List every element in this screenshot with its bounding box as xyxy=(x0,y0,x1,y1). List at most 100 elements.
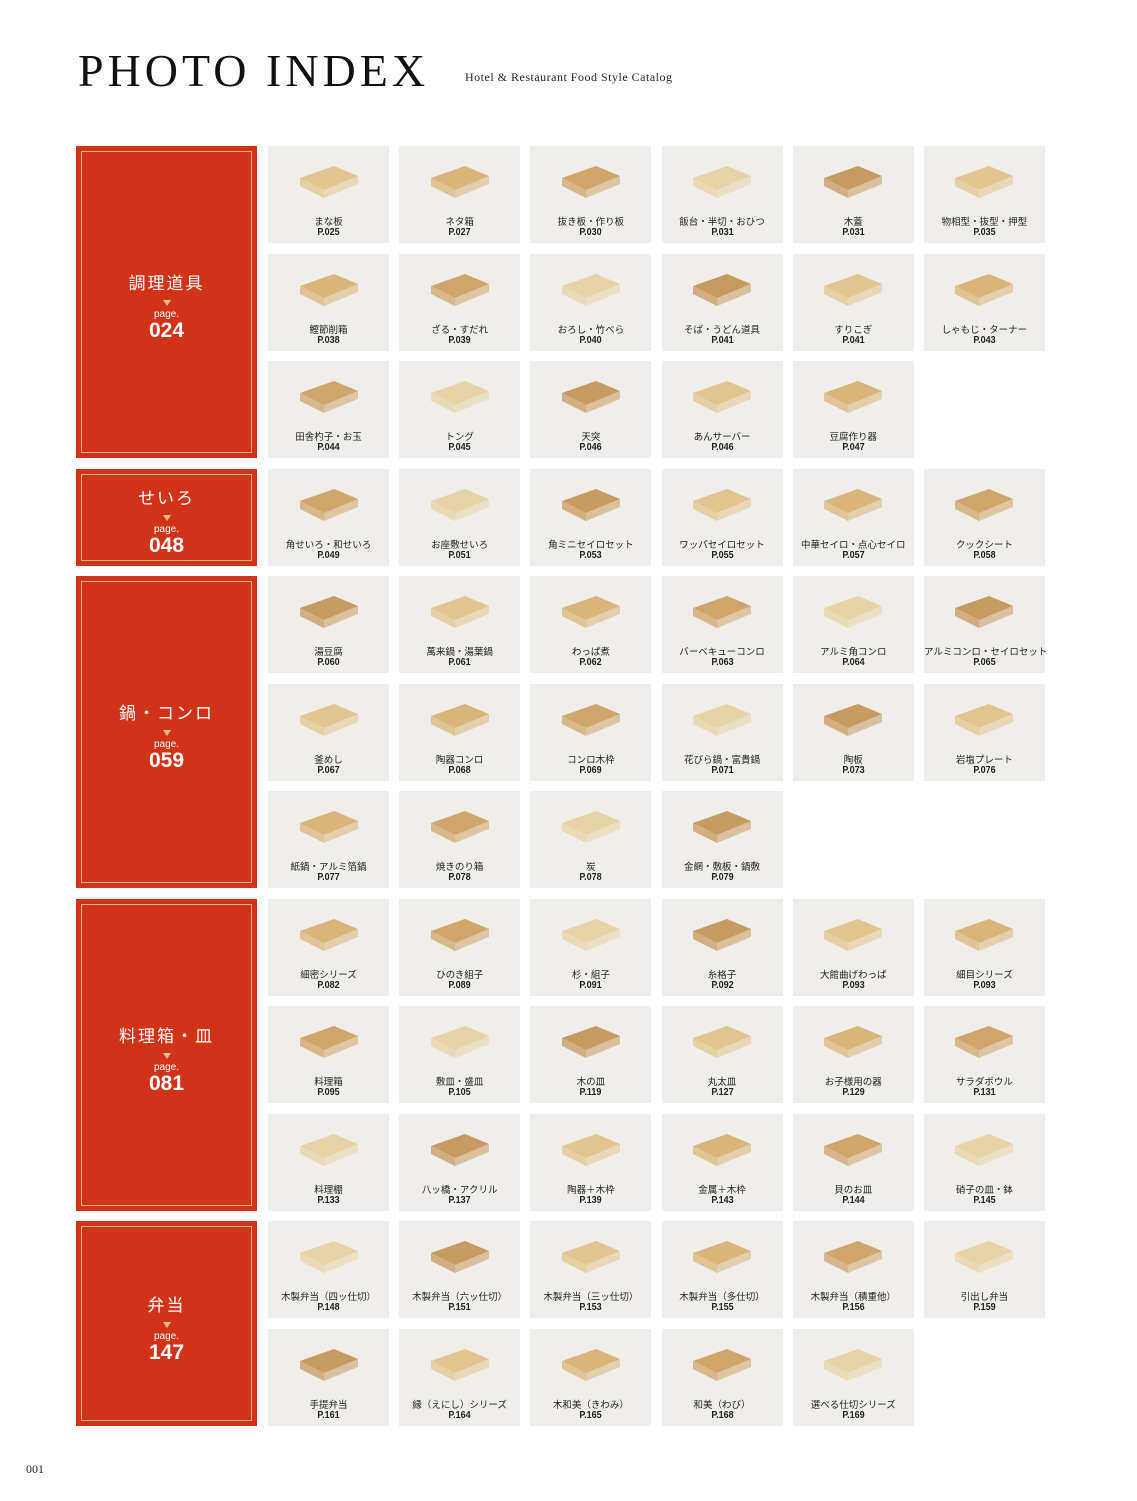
product-tile[interactable]: 物相型・抜型・押型 P.035 xyxy=(923,146,1045,243)
product-tile[interactable]: 選べる仕切シリーズ P.169 xyxy=(792,1328,914,1426)
product-tile[interactable]: 陶器＋木枠 P.139 xyxy=(530,1113,652,1211)
product-tile[interactable]: 糸格子 P.092 xyxy=(661,898,783,996)
product-grid: 細密シリーズ P.082 ひのき組子 P.089 杉・組子 P.091 糸格子 P.092 大館… xyxy=(268,898,1045,1211)
product-photo xyxy=(818,1016,888,1066)
product-tile[interactable]: アルミ角コンロ P.064 xyxy=(792,576,914,673)
product-name: 敷皿・盛皿 xyxy=(435,1077,484,1088)
product-tile[interactable]: 中華セイロ・点心セイロ P.057 xyxy=(792,468,914,566)
product-tile[interactable]: 料理棚 P.133 xyxy=(268,1113,389,1211)
product-tile[interactable]: 和美（わび） P.168 xyxy=(661,1328,783,1426)
product-tile[interactable]: 天突 P.046 xyxy=(530,361,652,458)
product-tile[interactable]: 角せいろ・和せいろ P.049 xyxy=(268,468,389,566)
section-header-panel[interactable]: 料理箱・皿 page. 081 xyxy=(76,898,257,1211)
product-tile[interactable]: 豆腐作り器 P.047 xyxy=(792,361,914,458)
product-photo xyxy=(294,156,364,206)
product-tile[interactable]: ざる・すだれ P.039 xyxy=(399,253,521,351)
product-tile[interactable]: クックシート P.058 xyxy=(923,468,1045,566)
product-tile[interactable]: 木製弁当（積重他） P.156 xyxy=(792,1221,914,1318)
product-tile[interactable]: まな板 P.025 xyxy=(268,146,389,243)
product-name: アルミコンロ・セイロセット xyxy=(923,647,1048,658)
product-tile[interactable]: 貝のお皿 P.144 xyxy=(792,1113,914,1211)
product-tile[interactable]: わっぱ煮 P.062 xyxy=(530,576,652,673)
product-tile[interactable]: 丸太皿 P.127 xyxy=(661,1006,783,1103)
product-tile[interactable]: 手提弁当 P.161 xyxy=(268,1328,389,1426)
section-header-panel[interactable]: 調理道具 page. 024 xyxy=(76,146,257,458)
product-name: 貝のお皿 xyxy=(834,1184,873,1196)
product-tile[interactable]: 八ッ橋・アクリル P.137 xyxy=(399,1113,521,1211)
product-tile[interactable]: 金網・敷板・鍋敷 P.079 xyxy=(661,791,783,888)
product-tile[interactable]: 引出し弁当 P.159 xyxy=(923,1221,1045,1318)
section-name: 鍋・コンロ xyxy=(119,704,214,725)
product-page: P.035 xyxy=(973,227,996,238)
product-photo xyxy=(556,694,626,744)
product-tile[interactable]: 角ミニセイロセット P.053 xyxy=(530,468,652,566)
product-tile[interactable]: 陶器コンロ P.068 xyxy=(399,683,521,781)
product-tile[interactable]: 紙鍋・アルミ箔鍋 P.077 xyxy=(268,791,389,888)
section-header-panel[interactable]: せいろ page. 048 xyxy=(76,468,257,566)
product-tile[interactable]: すりこぎ P.041 xyxy=(792,253,914,351)
product-tile[interactable]: 硝子の皿・鉢 P.145 xyxy=(923,1113,1045,1211)
product-tile[interactable]: お座敷せいろ P.051 xyxy=(399,468,521,566)
product-tile[interactable]: 炭 P.078 xyxy=(530,791,652,888)
product-tile[interactable]: 細密シリーズ P.082 xyxy=(268,898,389,996)
product-tile[interactable]: 湯豆腐 P.060 xyxy=(268,576,389,673)
product-tile[interactable]: 釜めし P.067 xyxy=(268,683,389,781)
product-tile[interactable]: アルミコンロ・セイロセット P.065 xyxy=(923,576,1048,673)
product-tile[interactable]: トング P.045 xyxy=(399,361,521,458)
product-page: P.067 xyxy=(317,764,340,776)
product-page: P.095 xyxy=(317,1087,340,1098)
product-tile[interactable]: 木製弁当（多仕切） P.155 xyxy=(661,1221,783,1318)
product-photo xyxy=(556,909,626,959)
product-tile[interactable]: 細目シリーズ P.093 xyxy=(923,898,1045,996)
product-photo xyxy=(687,909,757,959)
section-header-panel[interactable]: 鍋・コンロ page. 059 xyxy=(76,576,257,888)
product-tile[interactable]: おろし・竹べら P.040 xyxy=(530,253,652,351)
product-page: P.127 xyxy=(710,1087,734,1098)
product-tile[interactable]: 陶板 P.073 xyxy=(792,683,914,781)
product-tile[interactable]: しゃもじ・ターナー P.043 xyxy=(923,253,1045,351)
product-tile[interactable]: 杉・組子 P.091 xyxy=(530,898,652,996)
product-tile[interactable]: そば・うどん道具 P.041 xyxy=(661,253,783,351)
section-header-panel[interactable]: 弁当 page. 147 xyxy=(76,1221,257,1426)
product-tile[interactable]: 料理箱 P.095 xyxy=(268,1006,389,1103)
product-tile[interactable]: 飯台・半切・おひつ P.031 xyxy=(661,146,783,243)
product-name: あんサーバー xyxy=(693,432,751,443)
product-tile[interactable]: ひのき組子 P.089 xyxy=(399,898,521,996)
product-tile[interactable]: 金属＋木枠 P.143 xyxy=(661,1113,783,1211)
product-name: 中華セイロ・点心セイロ xyxy=(800,539,906,551)
product-page: P.139 xyxy=(579,1194,603,1206)
product-tile[interactable]: 木製弁当（三ッ仕切） P.153 xyxy=(530,1221,652,1318)
product-tile[interactable]: 田舎杓子・お玉 P.044 xyxy=(268,361,389,458)
product-tile[interactable]: 敷皿・盛皿 P.105 xyxy=(399,1006,521,1103)
section-0: 調理道具 page. 024 まな板 P.025 ネタ箱 P.027 抜き板・作り板 P.030… xyxy=(76,146,1048,458)
product-tile[interactable]: 岩塩プレート P.076 xyxy=(923,683,1045,781)
product-tile[interactable]: ワッパセイロセット P.055 xyxy=(661,468,783,566)
product-tile[interactable]: あんサーバー P.046 xyxy=(661,361,783,458)
product-tile[interactable]: お子様用の器 P.129 xyxy=(792,1006,914,1103)
product-tile[interactable]: 木和美（きわみ） P.165 xyxy=(530,1328,652,1426)
product-tile[interactable]: 木の皿 P.119 xyxy=(530,1006,652,1103)
product-tile[interactable]: 大館曲げわっぱ P.093 xyxy=(792,898,914,996)
product-tile[interactable]: 鰹節削箱 P.038 xyxy=(268,253,389,351)
product-tile[interactable]: 木製弁当（六ッ仕切） P.151 xyxy=(399,1221,521,1318)
product-photo xyxy=(687,1231,757,1281)
product-tile[interactable]: 木製弁当（四ッ仕切） P.148 xyxy=(268,1221,389,1318)
product-tile[interactable]: ネタ箱 P.027 xyxy=(399,146,521,243)
product-page: P.143 xyxy=(710,1194,734,1206)
product-tile[interactable]: 縁（えにし）シリーズ P.164 xyxy=(399,1328,521,1426)
product-tile[interactable]: 花びら鍋・富貴鍋 P.071 xyxy=(661,683,783,781)
product-page: P.045 xyxy=(448,442,471,453)
product-page: P.053 xyxy=(579,549,603,561)
product-tile[interactable]: サラダボウル P.131 xyxy=(923,1006,1045,1103)
product-tile[interactable]: 萬来鍋・湯葉鍋 P.061 xyxy=(399,576,521,673)
product-name: お子様用の器 xyxy=(824,1077,882,1088)
page-title: PHOTO INDEX xyxy=(78,45,430,96)
product-tile[interactable]: バーベキューコンロ P.063 xyxy=(661,576,783,673)
product-photo xyxy=(949,264,1019,314)
product-tile[interactable]: 木蓋 P.031 xyxy=(792,146,914,243)
product-photo xyxy=(687,264,757,314)
product-name: 大館曲げわっぱ xyxy=(819,969,887,981)
product-tile[interactable]: 抜き板・作り板 P.030 xyxy=(530,146,652,243)
product-tile[interactable]: コンロ木枠 P.069 xyxy=(530,683,652,781)
product-tile[interactable]: 焼きのり箱 P.078 xyxy=(399,791,521,888)
